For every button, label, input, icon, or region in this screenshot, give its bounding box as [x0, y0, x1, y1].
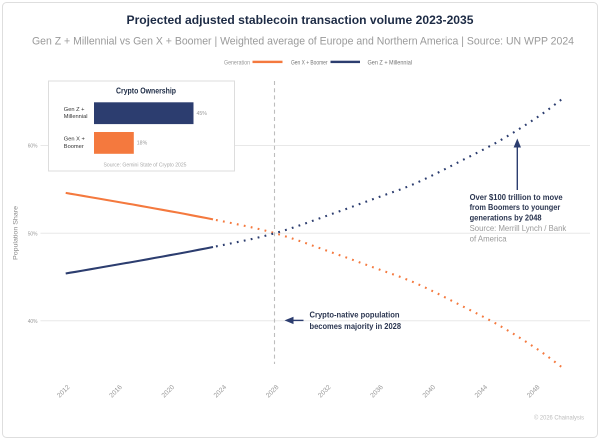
- svg-text:Boomer: Boomer: [64, 144, 84, 150]
- svg-text:becomes majority in 2028: becomes majority in 2028: [310, 321, 402, 331]
- svg-text:Generation: Generation: [224, 59, 250, 66]
- svg-text:Population Share: Population Share: [13, 206, 20, 260]
- svg-text:© 2026 Chainalysis: © 2026 Chainalysis: [534, 415, 584, 422]
- svg-text:Gen X + Boomer: Gen X + Boomer: [291, 59, 328, 66]
- svg-text:of America: of America: [470, 234, 507, 244]
- svg-text:45%: 45%: [197, 111, 208, 117]
- svg-text:50%: 50%: [28, 231, 38, 237]
- svg-text:Source: Gemini State of Crypto: Source: Gemini State of Crypto 2025: [104, 163, 187, 169]
- svg-text:60%: 60%: [28, 144, 38, 150]
- svg-text:Gen Z +: Gen Z +: [64, 107, 85, 113]
- svg-text:from Boomers to younger: from Boomers to younger: [470, 202, 561, 212]
- svg-text:Gen Z + Millennial: Gen Z + Millennial: [368, 59, 413, 66]
- svg-text:Gen X +: Gen X +: [64, 137, 86, 143]
- svg-text:Crypto-native population: Crypto-native population: [310, 309, 400, 319]
- svg-text:Millennial: Millennial: [64, 114, 88, 120]
- svg-text:Source: Merrill Lynch / Bank: Source: Merrill Lynch / Bank: [470, 223, 567, 233]
- svg-text:Gen Z + Millennial vs Gen X +: Gen Z + Millennial vs Gen X + Boomer | W…: [32, 36, 574, 48]
- svg-text:40%: 40%: [28, 319, 38, 325]
- svg-text:Over $100 trillion to move: Over $100 trillion to move: [470, 192, 563, 202]
- svg-text:18%: 18%: [137, 141, 148, 147]
- svg-text:Projected adjusted stablecoin: Projected adjusted stablecoin transactio…: [127, 13, 474, 27]
- svg-text:Crypto Ownership: Crypto Ownership: [116, 87, 176, 96]
- svg-text:generations by 2048: generations by 2048: [470, 213, 542, 223]
